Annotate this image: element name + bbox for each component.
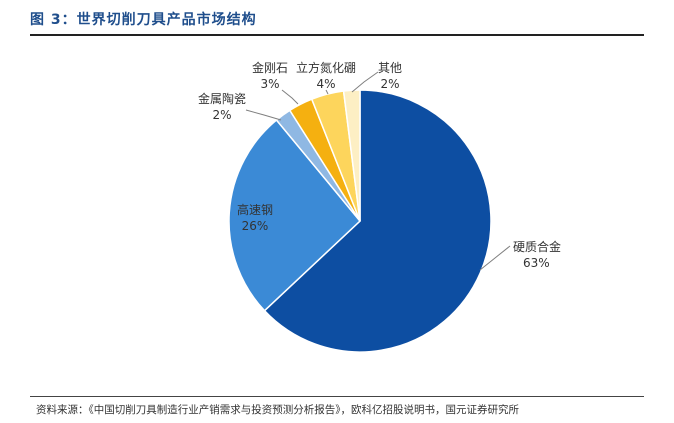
- slice-value-label: 26%: [242, 219, 269, 233]
- leader-line: [325, 89, 329, 95]
- leader-line: [351, 71, 379, 93]
- slice-name-label: 硬质合金: [513, 239, 561, 254]
- leader-lines: [245, 71, 511, 271]
- leader-line: [479, 245, 511, 271]
- pie-slice: [228, 119, 362, 312]
- leader-line: [245, 109, 282, 121]
- source-note: 资料来源：《中国切削刀具制造行业产销需求与投资预测分析报告》，欧科亿招股说明书，…: [36, 404, 519, 416]
- slice-name-label: 金属陶瓷: [198, 91, 246, 106]
- pie-slice: [342, 89, 361, 222]
- slice-value-label: 4%: [316, 77, 335, 91]
- slice-labels: 硬质合金 63% 高速钢 26% 金属陶瓷 2% 金刚石 3% 立方氮化硼 4% 其他 2%: [198, 60, 561, 270]
- slice-value-label: 3%: [260, 77, 279, 91]
- slice-value-label: 63%: [523, 256, 550, 270]
- title-rule: [30, 34, 644, 36]
- slice-value-label: 2%: [212, 108, 231, 122]
- leader-line: [281, 89, 299, 105]
- pie-slice: [263, 89, 492, 353]
- slice-name-label: 其他: [378, 61, 402, 75]
- slice-name-label: 金刚石: [252, 60, 288, 75]
- source-rule: [30, 396, 644, 397]
- pie-slices: [228, 89, 492, 353]
- slice-value-label: 2%: [380, 77, 399, 91]
- slice-name-label: 立方氮化硼: [296, 60, 356, 75]
- figure-title: 图 3：世界切削刀具产品市场结构: [30, 12, 257, 28]
- slice-name-label: 高速钢: [237, 202, 273, 217]
